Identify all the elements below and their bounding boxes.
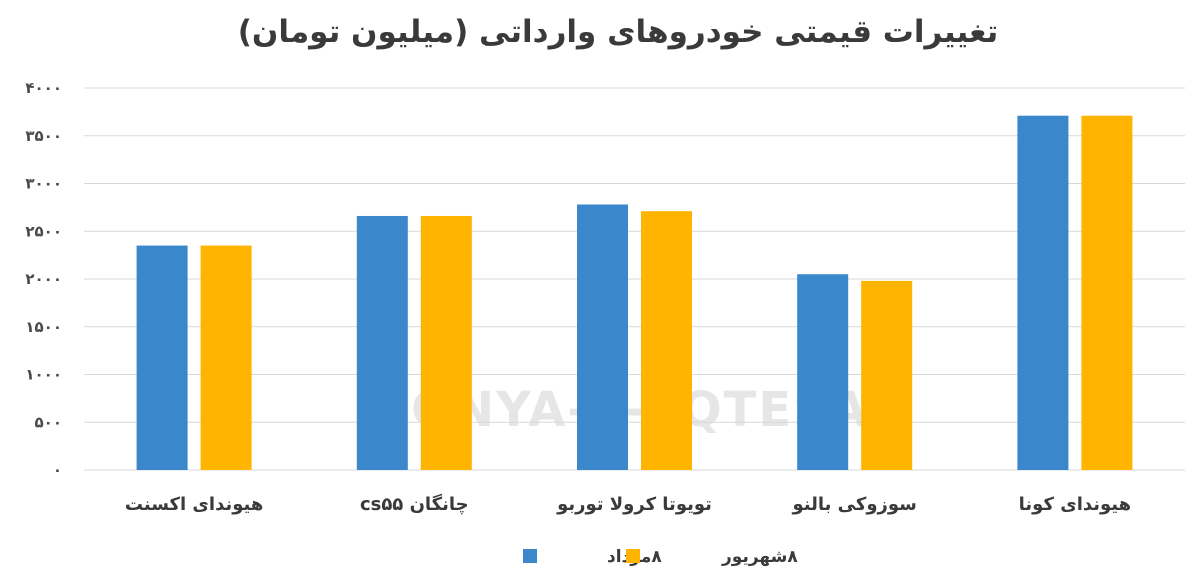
x-tick-label: هیوندای اکسنت [125, 494, 264, 515]
bar [1017, 115, 1069, 470]
x-axis-ticks: هیوندای اکسنت چانگان cs۵۵ تویوتا کرولا تور… [125, 493, 1131, 515]
bar [356, 215, 408, 470]
bar [420, 215, 472, 470]
y-tick-label: ۴۰۰۰ [25, 79, 62, 97]
legend-label: ۸شهریور [721, 547, 798, 567]
y-tick-label: ۲۰۰۰ [25, 270, 62, 288]
chart-title: تغییرات قیمتی خودروهای وارداتی (میلیون ت… [238, 14, 999, 50]
y-tick-label: ۱۰۰۰ [25, 366, 62, 384]
bar [1081, 115, 1133, 470]
x-tick-label: هیوندای کونا [1019, 494, 1131, 515]
legend: ۸مرداد ۸شهریور [523, 547, 798, 567]
y-tick-label: ۳۰۰۰ [25, 175, 62, 193]
x-tick-label: سوزوکی بالنو [791, 494, 916, 515]
bar [136, 245, 188, 470]
bar [861, 280, 913, 470]
legend-swatch [626, 549, 640, 563]
y-axis-ticks: ۰ ۵۰۰ ۱۰۰۰ ۱۵۰۰ ۲۰۰۰ ۲۵۰۰ ۳۰۰۰ ۳۵۰۰ ۴۰۰۰ [25, 79, 62, 479]
gridlines [84, 87, 1185, 471]
y-tick-label: ۳۵۰۰ [25, 127, 62, 145]
y-tick-label: ۲۵۰۰ [25, 222, 62, 240]
y-tick-label: ۱۵۰۰ [25, 318, 62, 336]
bar [797, 274, 849, 470]
x-tick-label: چانگان cs۵۵ [360, 493, 469, 515]
bar [577, 204, 628, 470]
y-tick-label: ۵۰۰ [35, 413, 62, 431]
bar [641, 211, 692, 470]
legend-swatch [523, 549, 537, 563]
bar [200, 245, 252, 470]
bars [136, 115, 1133, 470]
x-tick-label: تویوتا کرولا توربو [556, 494, 712, 515]
y-tick-label: ۰ [53, 461, 62, 479]
